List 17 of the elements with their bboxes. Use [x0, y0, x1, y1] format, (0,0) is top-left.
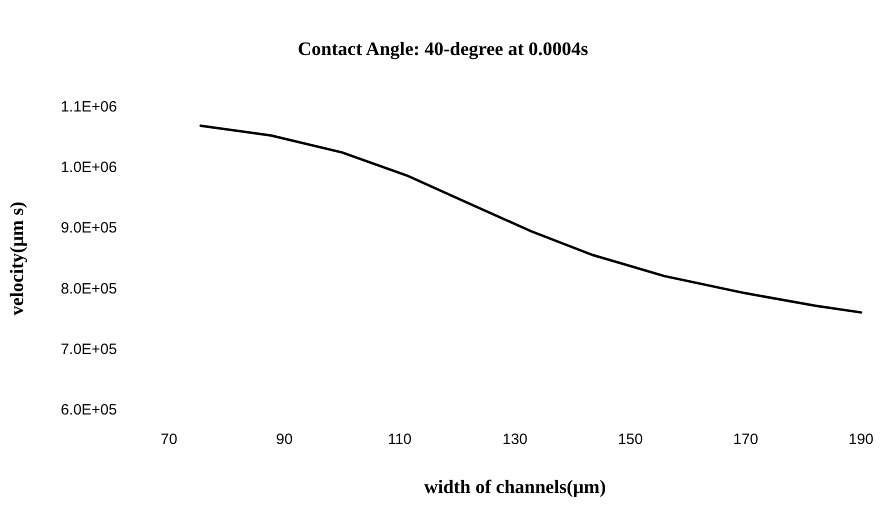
y-axis-title: velocity(μm s): [7, 202, 28, 316]
chart-title: Contact Angle: 40-degree at 0.0004s: [298, 39, 588, 60]
y-tick-label: 1.0E+06: [60, 159, 117, 176]
x-tick-label: 170: [733, 431, 758, 448]
y-tick-label: 7.0E+05: [60, 340, 117, 358]
line-series: [199, 124, 862, 314]
x-tick-label: 90: [276, 431, 293, 448]
x-tick-label: 130: [502, 431, 528, 448]
y-tick-label: 6.0E+05: [60, 402, 117, 418]
y-tick-label: 1.1E+06: [60, 98, 117, 116]
x-tick-label: 110: [388, 431, 412, 448]
y-tick-label: 8.0E+05: [60, 280, 117, 298]
x-tick-label: 190: [848, 431, 874, 448]
x-tick-label: 70: [160, 431, 178, 448]
x-axis-title: width of channels(μm): [424, 477, 606, 498]
x-tick-label: 150: [618, 431, 643, 448]
y-tick-label: 9.0E+05: [60, 220, 117, 237]
